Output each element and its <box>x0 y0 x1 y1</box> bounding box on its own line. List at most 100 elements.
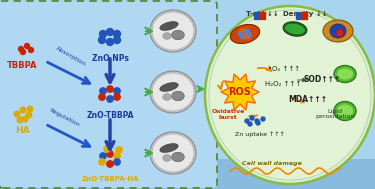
Ellipse shape <box>334 66 356 83</box>
Circle shape <box>114 30 120 37</box>
Ellipse shape <box>163 94 171 100</box>
Ellipse shape <box>330 24 346 38</box>
Bar <box>263 12 265 19</box>
Bar <box>296 12 298 19</box>
Circle shape <box>106 39 114 46</box>
Text: ZnO-TBBPA: ZnO-TBBPA <box>86 111 134 120</box>
Text: Lipid
peroxidation: Lipid peroxidation <box>315 109 355 119</box>
Circle shape <box>18 46 24 51</box>
Circle shape <box>17 117 23 123</box>
Text: •O₂ ↑↑↑: •O₂ ↑↑↑ <box>268 66 300 72</box>
FancyBboxPatch shape <box>0 1 217 188</box>
Ellipse shape <box>209 10 371 180</box>
Circle shape <box>114 88 120 94</box>
Circle shape <box>100 153 106 159</box>
Ellipse shape <box>152 73 194 111</box>
Circle shape <box>114 94 120 100</box>
Ellipse shape <box>150 132 196 174</box>
Text: Regulation: Regulation <box>48 108 80 128</box>
Circle shape <box>106 29 114 36</box>
Text: Density ↓↓: Density ↓↓ <box>283 11 327 17</box>
Text: ZnO-TBBPA-HA: ZnO-TBBPA-HA <box>81 176 139 182</box>
Circle shape <box>248 122 252 126</box>
Circle shape <box>28 47 33 53</box>
Circle shape <box>27 106 33 112</box>
Text: ROS: ROS <box>228 87 251 97</box>
Circle shape <box>99 94 105 100</box>
Circle shape <box>107 161 113 167</box>
Ellipse shape <box>230 25 260 43</box>
Circle shape <box>107 96 113 102</box>
Circle shape <box>100 88 106 94</box>
Circle shape <box>261 117 265 121</box>
Text: H₂O₂ ↑↑↑: H₂O₂ ↑↑↑ <box>265 81 301 87</box>
Bar <box>302 12 304 19</box>
Circle shape <box>246 29 249 33</box>
Circle shape <box>20 107 26 113</box>
Bar <box>260 12 262 19</box>
Circle shape <box>22 116 28 122</box>
Text: ZnO NPs: ZnO NPs <box>92 54 128 63</box>
Circle shape <box>26 112 32 118</box>
Circle shape <box>256 121 260 125</box>
Circle shape <box>255 119 259 123</box>
Ellipse shape <box>337 68 353 80</box>
Circle shape <box>21 50 26 54</box>
Bar <box>254 12 256 19</box>
Text: Cell wall damage: Cell wall damage <box>242 161 302 167</box>
Circle shape <box>114 159 120 165</box>
Text: Zn uptake ↑↑↑: Zn uptake ↑↑↑ <box>235 132 285 137</box>
Circle shape <box>249 33 252 36</box>
Text: Oxidative
burst: Oxidative burst <box>211 109 244 120</box>
Ellipse shape <box>323 20 353 42</box>
Bar <box>257 12 259 19</box>
Circle shape <box>114 36 120 43</box>
Bar <box>305 12 307 19</box>
Circle shape <box>240 36 243 39</box>
Ellipse shape <box>239 28 245 40</box>
Circle shape <box>99 159 105 165</box>
Text: Absorption: Absorption <box>55 46 87 67</box>
Circle shape <box>116 147 122 153</box>
Circle shape <box>107 86 113 92</box>
Ellipse shape <box>172 152 184 162</box>
Circle shape <box>107 151 113 157</box>
Bar <box>299 12 301 19</box>
Ellipse shape <box>152 134 194 172</box>
Circle shape <box>99 30 106 37</box>
Polygon shape <box>221 74 259 110</box>
Ellipse shape <box>285 24 305 34</box>
Circle shape <box>238 33 242 36</box>
Ellipse shape <box>152 12 194 50</box>
Ellipse shape <box>336 29 344 37</box>
Ellipse shape <box>172 30 184 40</box>
Ellipse shape <box>205 6 375 184</box>
Circle shape <box>250 116 254 120</box>
Circle shape <box>14 111 20 117</box>
Text: T-chl ↓↓: T-chl ↓↓ <box>246 11 278 17</box>
Ellipse shape <box>163 155 171 161</box>
Text: SOD↑↑↑: SOD↑↑↑ <box>303 74 340 84</box>
Ellipse shape <box>337 105 353 118</box>
Circle shape <box>99 36 105 43</box>
Circle shape <box>245 119 249 123</box>
Bar <box>0 0 375 159</box>
Ellipse shape <box>172 91 184 101</box>
Ellipse shape <box>242 28 248 40</box>
Circle shape <box>243 30 246 33</box>
Ellipse shape <box>245 28 251 40</box>
Text: HA: HA <box>15 126 29 135</box>
Text: TBBPA: TBBPA <box>7 61 37 70</box>
Ellipse shape <box>334 101 356 121</box>
Ellipse shape <box>150 71 196 113</box>
Ellipse shape <box>160 144 178 152</box>
Text: MDA↑↑↑: MDA↑↑↑ <box>288 94 328 104</box>
Ellipse shape <box>150 10 196 52</box>
Ellipse shape <box>160 83 178 91</box>
Ellipse shape <box>163 33 171 39</box>
Ellipse shape <box>283 22 307 36</box>
Ellipse shape <box>160 22 178 30</box>
Circle shape <box>114 153 120 159</box>
Circle shape <box>104 146 110 152</box>
Circle shape <box>24 43 30 49</box>
